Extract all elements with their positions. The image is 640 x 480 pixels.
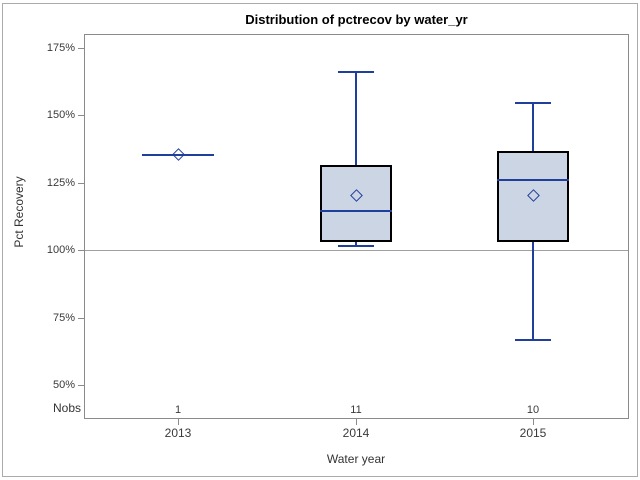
median-line (497, 179, 569, 182)
nobs-value: 11 (350, 404, 362, 416)
x-axis-label: Water year (326, 452, 386, 466)
plot-frame (84, 34, 629, 419)
whisker-lower-stem (532, 242, 534, 341)
y-tick (78, 115, 84, 116)
x-tick (177, 418, 179, 425)
x-tick-label: 2013 (164, 426, 192, 440)
median-line (320, 209, 392, 212)
nobs-value: 10 (526, 404, 540, 416)
x-tick (355, 418, 357, 425)
y-tick-label: 175% (46, 41, 75, 54)
y-tick (78, 250, 84, 251)
whisker-upper-stem (532, 103, 534, 151)
x-tick-label: 2015 (519, 426, 547, 440)
y-tick-label: 50% (52, 379, 75, 391)
mean-marker (171, 148, 185, 162)
box-2015 (497, 150, 569, 243)
x-tick (532, 418, 534, 425)
whisker-lower-stem (355, 241, 357, 247)
y-tick (78, 317, 84, 319)
y-tick (78, 182, 84, 184)
median-line (142, 153, 214, 156)
whisker-upper-stem (355, 72, 357, 166)
x-tick-label: 2014 (342, 426, 370, 440)
nobs-row-label: Nobs (52, 401, 81, 415)
y-tick (78, 385, 84, 386)
chart-title: Distribution of pctrecov by water_yr (245, 12, 468, 27)
box-2014 (320, 165, 392, 242)
y-tick (78, 47, 84, 49)
whisker-lower-cap (338, 245, 374, 248)
y-tick-label: 150% (46, 109, 75, 121)
whisker-upper-cap (338, 71, 374, 74)
reference-line (85, 250, 628, 251)
y-tick-label: 75% (52, 311, 75, 324)
nobs-value: 1 (174, 404, 182, 416)
whisker-lower-cap (515, 339, 551, 342)
whisker-upper-cap (515, 102, 551, 105)
y-tick-label: 125% (46, 176, 75, 189)
y-tick-label: 100% (46, 244, 75, 256)
